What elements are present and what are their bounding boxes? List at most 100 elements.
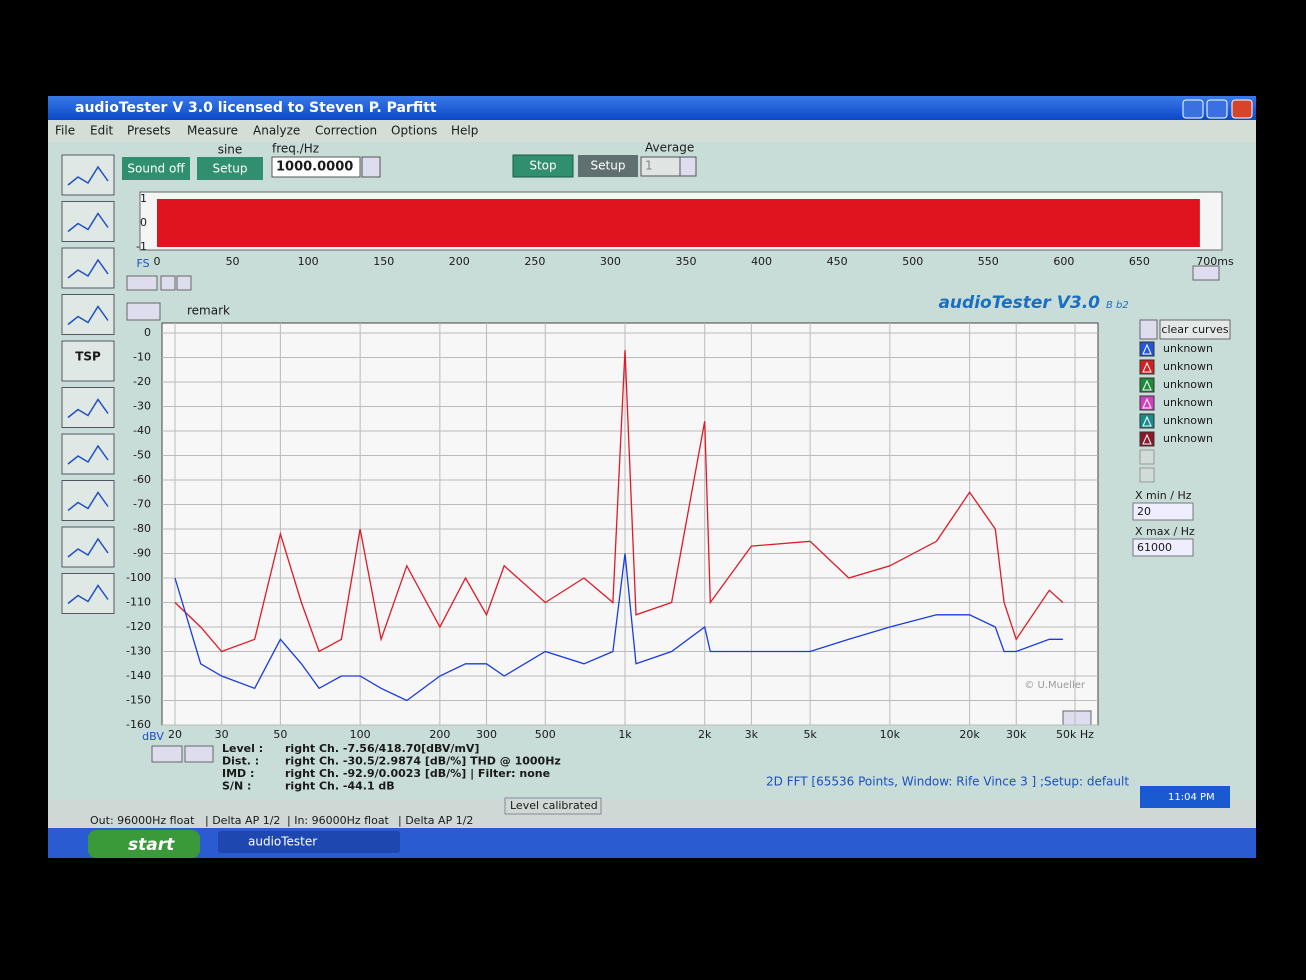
button-label: Stop [529, 159, 556, 173]
y-axis-unit: dBV [142, 730, 164, 743]
x-tick-label: 50 [226, 255, 240, 268]
menu-item[interactable]: Options [391, 124, 437, 138]
xmax-label: X max / Hz [1135, 525, 1195, 538]
start-button[interactable] [88, 830, 200, 858]
scroll-button[interactable] [1192, 265, 1220, 281]
scroll-button[interactable] [176, 275, 192, 291]
icon-label: TSP [75, 350, 101, 364]
empty-curve-slot[interactable] [1139, 449, 1155, 465]
xmax-input[interactable] [1132, 538, 1194, 557]
x-tick-label: 500 [902, 255, 923, 268]
legend-triangle [1142, 379, 1152, 391]
empty-curve-slot[interactable] [1139, 467, 1155, 483]
freq-input[interactable] [271, 156, 361, 178]
icon-glyph [67, 212, 109, 233]
spectrum-line [174, 350, 1064, 653]
x-tick-label: 200 [449, 255, 470, 268]
stop-button[interactable] [512, 154, 574, 178]
tool-icon[interactable] [61, 340, 115, 382]
tool-icon[interactable] [61, 526, 115, 568]
x-tick-label: 200 [429, 728, 450, 741]
menu-item[interactable]: Measure [187, 124, 238, 138]
y-tick-label: -1 [136, 240, 147, 253]
x-tick-label: 300 [600, 255, 621, 268]
tool-icon[interactable] [61, 247, 115, 289]
x-tick-label: 300 [476, 728, 497, 741]
status-text: | Delta AP 1/2 [398, 814, 473, 827]
button-label: Sound off [127, 162, 185, 176]
scroll-button[interactable] [151, 745, 183, 763]
x-tick-label: 250 [524, 255, 545, 268]
status-text: | In: 96000Hz float [287, 814, 390, 827]
y-tick-label: -40 [133, 424, 151, 437]
icon-glyph [67, 444, 109, 465]
x-tick-label: 400 [751, 255, 772, 268]
waveform-band [157, 199, 1200, 247]
y-tick-label: 0 [140, 216, 147, 229]
readout-label: IMD : [222, 767, 254, 780]
scroll-button[interactable] [184, 745, 214, 763]
menu-item[interactable]: Analyze [253, 124, 300, 138]
scroll-button[interactable] [160, 275, 176, 291]
x-tick-label: 450 [827, 255, 848, 268]
tool-icon[interactable] [61, 294, 115, 335]
legend-label: unknown [1163, 414, 1213, 427]
tool-icon[interactable] [61, 573, 115, 614]
curve-spinner[interactable] [1139, 319, 1158, 340]
signal-label: sine [218, 143, 243, 157]
tool-icon[interactable] [61, 387, 115, 428]
menu-item[interactable]: Correction [315, 124, 377, 138]
tool-icon[interactable] [61, 201, 115, 242]
task-button[interactable] [218, 831, 400, 853]
window-title: audioTester V 3.0 licensed to Steven P. … [75, 100, 437, 116]
icon-glyph [67, 398, 109, 419]
xmin-label: X min / Hz [1135, 489, 1192, 502]
start-label: start [128, 835, 175, 855]
scroll-button[interactable] [126, 275, 158, 291]
remark-spinner[interactable] [126, 302, 161, 321]
x-tick-label: 10k [880, 728, 901, 741]
x-tick-label: 30 [215, 728, 229, 741]
freq-value: 1000.0000 [276, 160, 353, 175]
tool-icon[interactable] [61, 433, 115, 475]
menu-item[interactable]: Help [451, 124, 478, 138]
legend-label: unknown [1163, 342, 1213, 355]
close-button[interactable] [1231, 99, 1253, 119]
analyzer-setup-button[interactable] [578, 155, 638, 177]
x-tick-label: 5k [803, 728, 817, 741]
maximize-button[interactable] [1206, 99, 1228, 119]
x-tick-label: 20 [168, 728, 182, 741]
icon-glyph [67, 584, 109, 605]
y-tick-label: -120 [126, 620, 151, 633]
readout-label: Dist. : [222, 755, 259, 768]
minimize-button[interactable] [1182, 99, 1204, 119]
freq-spinner[interactable] [361, 156, 381, 178]
clear-curves-button[interactable] [1159, 319, 1231, 340]
freq-label: freq./Hz [272, 142, 319, 156]
sound-off-button[interactable] [122, 157, 190, 180]
y-tick-label: -30 [133, 400, 151, 413]
remark-label: remark [187, 304, 230, 318]
y-tick-label: -10 [133, 351, 151, 364]
tool-icon[interactable] [61, 154, 115, 196]
generator-setup-button[interactable] [197, 157, 263, 180]
y-tick-label: -140 [126, 669, 151, 682]
scroll-button[interactable] [1062, 710, 1092, 726]
xmax-value: 61000 [1137, 541, 1172, 554]
y-tick-label: -100 [126, 571, 151, 584]
xmin-input[interactable] [1132, 502, 1194, 521]
menu-item[interactable]: Edit [90, 124, 114, 138]
spectrum-frame [161, 322, 1099, 726]
icon-glyph [67, 537, 109, 558]
average-spinner[interactable] [679, 156, 697, 177]
menu-bar [48, 120, 1256, 142]
x-tick-label: 700ms [1196, 255, 1234, 268]
title-bar [48, 96, 1256, 120]
menu-item[interactable]: File [55, 124, 75, 138]
menu-item[interactable]: Presets [127, 124, 171, 138]
x-tick-label: 30k [1006, 728, 1027, 741]
x-tick-label: 150 [373, 255, 394, 268]
spectrum-line [174, 553, 1063, 702]
tool-icon[interactable] [61, 480, 115, 521]
